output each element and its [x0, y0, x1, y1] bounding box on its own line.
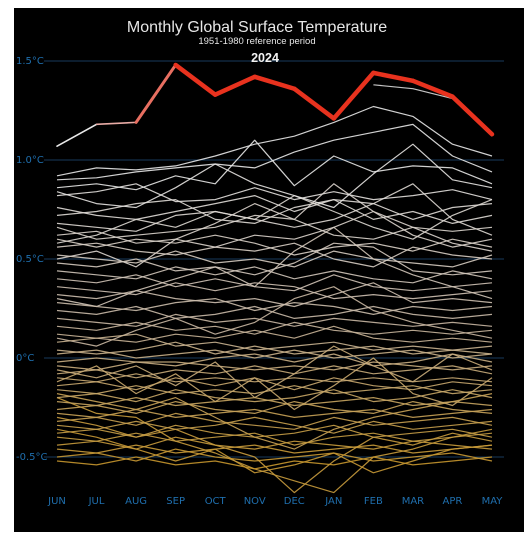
series-line [56, 214, 493, 240]
series-line [56, 195, 493, 220]
series-line [56, 199, 493, 224]
highlight-series-segment [134, 63, 178, 124]
series-line [56, 389, 493, 403]
series-line [56, 234, 493, 256]
x-tick-label: NOV [244, 496, 266, 507]
highlight-series-segment [292, 86, 337, 121]
series-line [56, 321, 493, 335]
series-line [56, 408, 493, 418]
series-line [56, 325, 493, 343]
series-line [56, 333, 493, 351]
x-tick-label: JUL [88, 496, 105, 507]
series-line [56, 298, 493, 315]
x-tick-label: AUG [125, 496, 147, 507]
series-line [56, 183, 493, 268]
y-tick-label: 0.5°C [16, 254, 44, 265]
x-tick-label: MAY [482, 496, 504, 507]
series-line [56, 139, 493, 191]
series-line [56, 401, 493, 414]
series-line [56, 436, 493, 450]
y-tick-label: 0°C [16, 353, 34, 364]
highlight-series-segment [56, 123, 98, 147]
series-line [56, 286, 493, 347]
series-line [56, 361, 493, 371]
highlight-series-segment [252, 74, 297, 91]
y-tick-label: -0.5°C [16, 452, 48, 463]
series-line [56, 428, 493, 474]
x-tick-label: OCT [205, 496, 227, 507]
series-line [56, 143, 493, 209]
x-tick-label: DEC [284, 496, 305, 507]
series-line [56, 432, 493, 446]
chart-frame: 1.5°C 1.0°C 0.5°C 0°C -0.5°C JUN JUL AUG SEP OCT… [14, 8, 524, 532]
series-line [56, 448, 493, 462]
x-tick-label: FEB [364, 496, 383, 507]
highlight-year-label: 2024 [251, 51, 279, 65]
chart-subtitle: 1951-1980 reference period [198, 36, 315, 47]
series-line [56, 444, 493, 454]
series-line [56, 377, 493, 391]
series-line [56, 353, 493, 367]
series-line [56, 365, 493, 379]
highlight-series-segment [450, 94, 495, 137]
series-line [56, 416, 493, 434]
series-line [56, 456, 493, 470]
highlight-series-segment [212, 74, 257, 97]
highlight-series-segment [410, 78, 455, 99]
x-axis-ticks: JUN JUL AUG SEP OCT NOV DEC JAN FEB MAR APR MAY [47, 496, 503, 507]
series-line [56, 195, 493, 244]
grid-layer [44, 60, 504, 458]
series-line [56, 242, 493, 276]
series-line [56, 282, 493, 300]
series-line [56, 210, 493, 248]
y-tick-label: 1.0°C [16, 155, 44, 166]
highlight-series-segment [331, 70, 376, 121]
series-line [56, 282, 493, 308]
series-line [56, 274, 493, 292]
temperature-chart: 1.5°C 1.0°C 0.5°C 0°C -0.5°C JUN JUL AUG SEP OCT… [16, 19, 504, 507]
series-line [56, 105, 493, 177]
x-tick-label: JAN [324, 496, 342, 507]
x-tick-label: APR [443, 496, 463, 507]
x-tick-label: JUN [47, 496, 66, 507]
series-line [56, 385, 493, 395]
highlight-series-segment [371, 70, 416, 84]
highlight-series-segment [173, 62, 218, 97]
chart-title: Monthly Global Surface Temperature [127, 19, 387, 36]
series-line [56, 242, 493, 268]
highlight-series-segment [95, 121, 137, 126]
series-line [56, 123, 493, 181]
series-line [56, 313, 493, 327]
series-line [56, 373, 493, 383]
series-line [56, 412, 493, 430]
x-tick-label: MAR [402, 496, 424, 507]
series-layer [56, 62, 495, 494]
series-line [56, 416, 493, 494]
series-line [56, 393, 493, 450]
y-tick-label: 1.5°C [16, 56, 44, 67]
series-line [56, 341, 493, 355]
series-line [56, 250, 493, 268]
y-axis-ticks: 1.5°C 1.0°C 0.5°C 0°C -0.5°C [16, 56, 48, 463]
series-line [56, 183, 493, 236]
series-line [56, 305, 493, 319]
series-line [56, 345, 493, 399]
series-line [56, 424, 493, 438]
series-line [56, 183, 493, 203]
series-line [56, 266, 493, 284]
series-line [56, 397, 493, 407]
series-line [56, 349, 493, 359]
x-tick-label: SEP [166, 496, 185, 507]
